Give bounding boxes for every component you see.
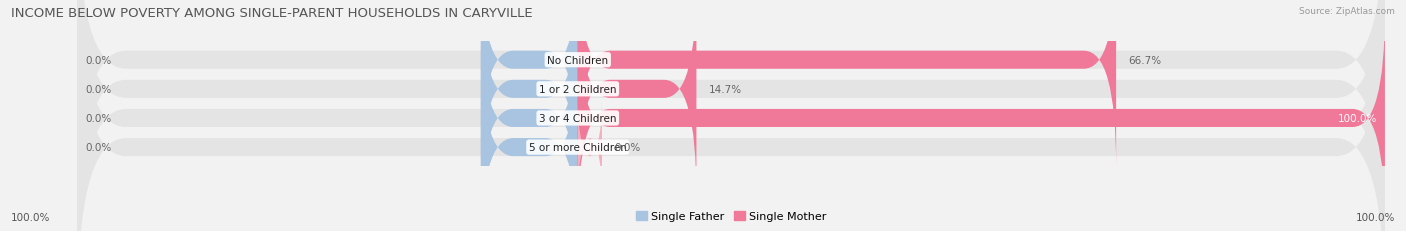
Text: 0.0%: 0.0% — [86, 143, 111, 152]
FancyBboxPatch shape — [77, 0, 1385, 231]
FancyBboxPatch shape — [481, 40, 578, 231]
Text: 1 or 2 Children: 1 or 2 Children — [538, 85, 616, 94]
Text: Source: ZipAtlas.com: Source: ZipAtlas.com — [1299, 7, 1395, 16]
Text: 66.7%: 66.7% — [1128, 55, 1161, 65]
Text: 5 or more Children: 5 or more Children — [529, 143, 627, 152]
FancyBboxPatch shape — [77, 0, 1385, 225]
FancyBboxPatch shape — [578, 0, 696, 197]
Text: 3 or 4 Children: 3 or 4 Children — [538, 113, 616, 123]
Text: INCOME BELOW POVERTY AMONG SINGLE-PARENT HOUSEHOLDS IN CARYVILLE: INCOME BELOW POVERTY AMONG SINGLE-PARENT… — [11, 7, 533, 20]
FancyBboxPatch shape — [77, 0, 1385, 231]
FancyBboxPatch shape — [481, 11, 578, 225]
Text: 0.0%: 0.0% — [614, 143, 640, 152]
FancyBboxPatch shape — [578, 98, 602, 197]
FancyBboxPatch shape — [578, 0, 1116, 167]
Text: 0.0%: 0.0% — [86, 55, 111, 65]
Text: 0.0%: 0.0% — [86, 85, 111, 94]
FancyBboxPatch shape — [77, 0, 1385, 231]
FancyBboxPatch shape — [578, 11, 1385, 225]
Text: 14.7%: 14.7% — [709, 85, 741, 94]
Text: 0.0%: 0.0% — [86, 113, 111, 123]
FancyBboxPatch shape — [481, 0, 578, 167]
FancyBboxPatch shape — [481, 0, 578, 197]
Text: 100.0%: 100.0% — [1337, 113, 1376, 123]
Text: 100.0%: 100.0% — [11, 212, 51, 222]
Text: 100.0%: 100.0% — [1355, 212, 1395, 222]
Text: No Children: No Children — [547, 55, 609, 65]
Legend: Single Father, Single Mother: Single Father, Single Mother — [631, 207, 831, 226]
